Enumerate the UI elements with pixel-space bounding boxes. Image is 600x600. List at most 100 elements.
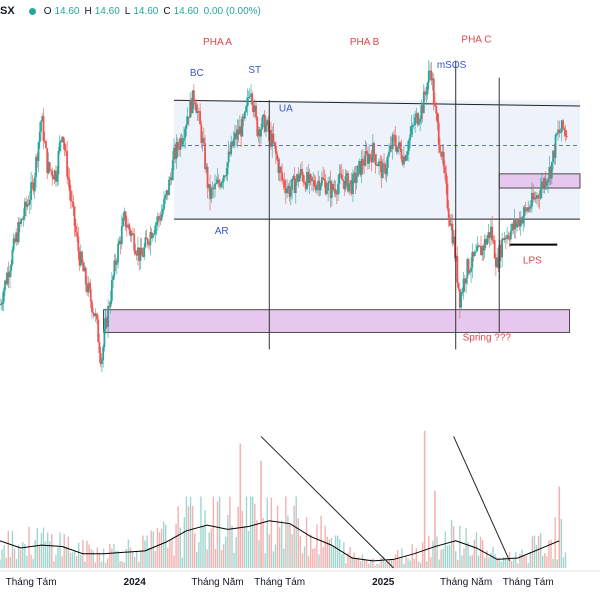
candle-body-191 bbox=[236, 129, 239, 140]
candle-body-154 bbox=[190, 99, 193, 114]
volume-bar-194 bbox=[401, 548, 403, 568]
candle-body-73 bbox=[89, 289, 92, 302]
high-value: 14.60 bbox=[94, 5, 120, 17]
candle-body-203 bbox=[251, 93, 254, 106]
volume-bar-38 bbox=[78, 542, 80, 568]
level-layer bbox=[173, 99, 581, 246]
candle-body-130 bbox=[160, 214, 163, 221]
volume-bar-206 bbox=[426, 561, 428, 568]
volume-bar-174 bbox=[359, 561, 362, 568]
candle-body-272 bbox=[337, 184, 339, 195]
volume-bar-111 bbox=[229, 496, 231, 568]
candle-body-271 bbox=[335, 193, 338, 195]
candle-body-197 bbox=[243, 111, 246, 119]
volume-bar-223 bbox=[461, 555, 463, 568]
candle-body-211 bbox=[261, 117, 264, 129]
volume-bar-4 bbox=[7, 530, 9, 568]
candle-body-99 bbox=[122, 217, 124, 227]
volume-bar-132 bbox=[272, 551, 275, 568]
candle-body-287 bbox=[355, 176, 358, 183]
volume-bar-90 bbox=[185, 496, 188, 568]
candle-body-366 bbox=[453, 236, 456, 258]
volume-bar-193 bbox=[399, 558, 401, 568]
volume-bar-76 bbox=[156, 527, 159, 568]
candle-body-347 bbox=[430, 70, 433, 81]
volume-bar-134 bbox=[276, 505, 279, 568]
volume-bar-3 bbox=[5, 557, 7, 568]
volume-bar-191 bbox=[394, 554, 397, 568]
volume-bar-197 bbox=[407, 558, 409, 568]
x-tick-label-5: Tháng Năm bbox=[440, 577, 492, 588]
candle-body-79 bbox=[97, 319, 100, 343]
candle-body-56 bbox=[68, 179, 71, 191]
candle-body-204 bbox=[252, 105, 255, 112]
candle-body-448 bbox=[555, 133, 558, 135]
volume-bar-135 bbox=[278, 527, 281, 568]
candle-body-442 bbox=[548, 167, 551, 179]
high-label: H bbox=[84, 5, 92, 17]
candle-body-358 bbox=[444, 166, 446, 174]
candle-body-3 bbox=[2, 290, 5, 303]
volume-bar-141 bbox=[291, 534, 293, 568]
candle-body-431 bbox=[534, 197, 537, 199]
candle-body-165 bbox=[204, 143, 206, 169]
candle-body-439 bbox=[544, 178, 547, 187]
candle-body-381 bbox=[472, 251, 475, 257]
volume-bar-46 bbox=[94, 562, 96, 568]
candle-body-260 bbox=[322, 177, 325, 179]
annotation-pha-a: PHA A bbox=[203, 37, 232, 48]
volume-bar-123 bbox=[254, 503, 256, 568]
candle-body-202 bbox=[250, 93, 252, 97]
volume-bar-261 bbox=[539, 532, 542, 568]
candle-body-171 bbox=[211, 187, 214, 189]
candle-body-436 bbox=[540, 181, 543, 190]
candle-body-220 bbox=[272, 133, 275, 143]
candle-body-57 bbox=[69, 190, 72, 202]
candle-body-304 bbox=[376, 164, 379, 167]
candle-body-255 bbox=[316, 184, 318, 191]
volume-spike-4 bbox=[558, 486, 561, 568]
volume-bar-118 bbox=[243, 526, 246, 568]
volume-bar-69 bbox=[142, 535, 144, 568]
candle-body-408 bbox=[506, 235, 508, 239]
candle-body-195 bbox=[241, 116, 244, 137]
candle-body-252 bbox=[312, 180, 315, 182]
volume-bar-31 bbox=[63, 534, 65, 568]
candle-body-226 bbox=[279, 166, 282, 173]
volume-bar-180 bbox=[372, 558, 374, 568]
candle-body-432 bbox=[536, 195, 538, 199]
candle-body-110 bbox=[135, 253, 138, 256]
candle-body-181 bbox=[224, 175, 226, 177]
candle-body-68 bbox=[83, 267, 86, 272]
candle-body-262 bbox=[324, 180, 327, 194]
candle-body-230 bbox=[284, 187, 287, 194]
candle-body-258 bbox=[319, 184, 322, 191]
candle-body-232 bbox=[287, 186, 290, 189]
candle-body-87 bbox=[107, 305, 110, 327]
volume-bar-179 bbox=[370, 559, 372, 568]
volume-spike-3 bbox=[434, 490, 436, 568]
volume-bar-168 bbox=[347, 552, 349, 568]
volume-bar-92 bbox=[189, 496, 192, 568]
volume-bar-30 bbox=[61, 556, 63, 568]
volume-bar-53 bbox=[109, 544, 111, 568]
candle-body-119 bbox=[147, 239, 149, 245]
candle-body-63 bbox=[77, 236, 80, 252]
candle-body-289 bbox=[358, 161, 361, 166]
candle-body-206 bbox=[255, 105, 257, 118]
trading-range-band bbox=[174, 100, 580, 220]
volume-bar-62 bbox=[127, 539, 130, 568]
candle-body-418 bbox=[518, 219, 521, 227]
volume-bar-196 bbox=[405, 556, 407, 568]
volume-bar-13 bbox=[26, 555, 28, 568]
volume-bar-250 bbox=[517, 563, 519, 568]
volume-bar-17 bbox=[34, 539, 36, 568]
candle-body-100 bbox=[123, 211, 126, 218]
candle-body-240 bbox=[297, 174, 300, 182]
symbol-label[interactable]: SX bbox=[0, 5, 15, 17]
candle-body-359 bbox=[445, 173, 448, 184]
volume-bar-157 bbox=[324, 525, 326, 568]
candle-body-346 bbox=[429, 70, 431, 72]
candle-body-426 bbox=[528, 207, 531, 209]
